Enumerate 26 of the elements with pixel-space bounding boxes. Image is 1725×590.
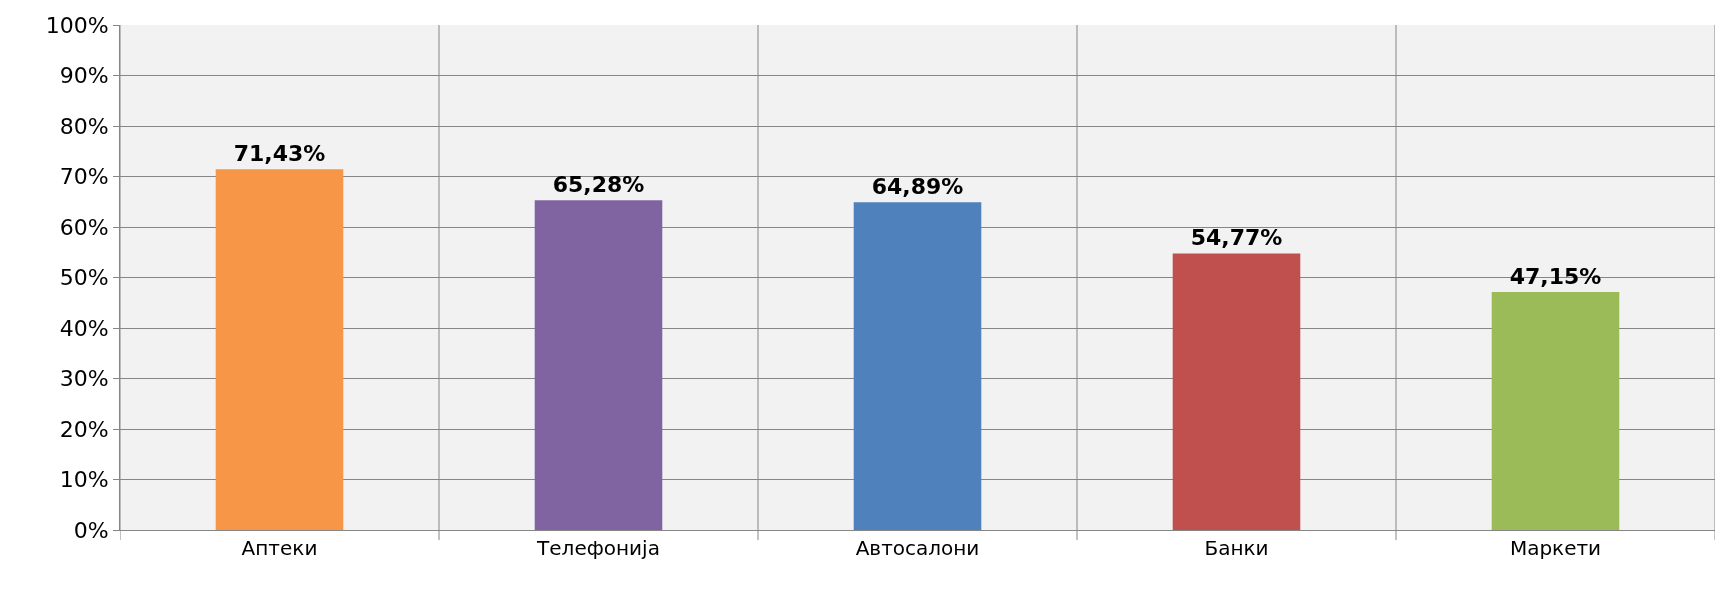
y-tick-label: 80%	[59, 113, 109, 139]
x-tick-label: Телефонија	[536, 536, 660, 560]
data-label: 65,28%	[552, 172, 645, 198]
y-tick-label: 10%	[59, 467, 109, 493]
x-tick-label: Маркети	[1509, 536, 1602, 560]
bar	[1491, 291, 1620, 530]
y-tick-label: 50%	[59, 265, 109, 291]
data-label: 71,43%	[233, 141, 326, 167]
y-tick-label: 20%	[59, 416, 109, 442]
x-tick-label: Банки	[1204, 536, 1269, 560]
y-tick-label: 70%	[59, 164, 109, 190]
data-label: 47,15%	[1509, 263, 1602, 289]
bar	[1172, 253, 1301, 530]
y-tick-label: 30%	[59, 366, 109, 392]
bar	[215, 169, 344, 530]
y-tick-label: 0%	[73, 517, 109, 543]
bar	[853, 202, 982, 530]
bar	[534, 200, 663, 530]
data-label: 54,77%	[1190, 225, 1283, 251]
x-tick-label: Аптеки	[241, 536, 318, 560]
y-tick-label: 100%	[45, 12, 109, 38]
y-tick-label: 90%	[59, 63, 109, 89]
y-tick-label: 40%	[59, 315, 109, 341]
y-tick-label: 60%	[59, 214, 109, 240]
data-label: 64,89%	[871, 174, 964, 200]
x-tick-label: Автосалони	[855, 536, 980, 560]
